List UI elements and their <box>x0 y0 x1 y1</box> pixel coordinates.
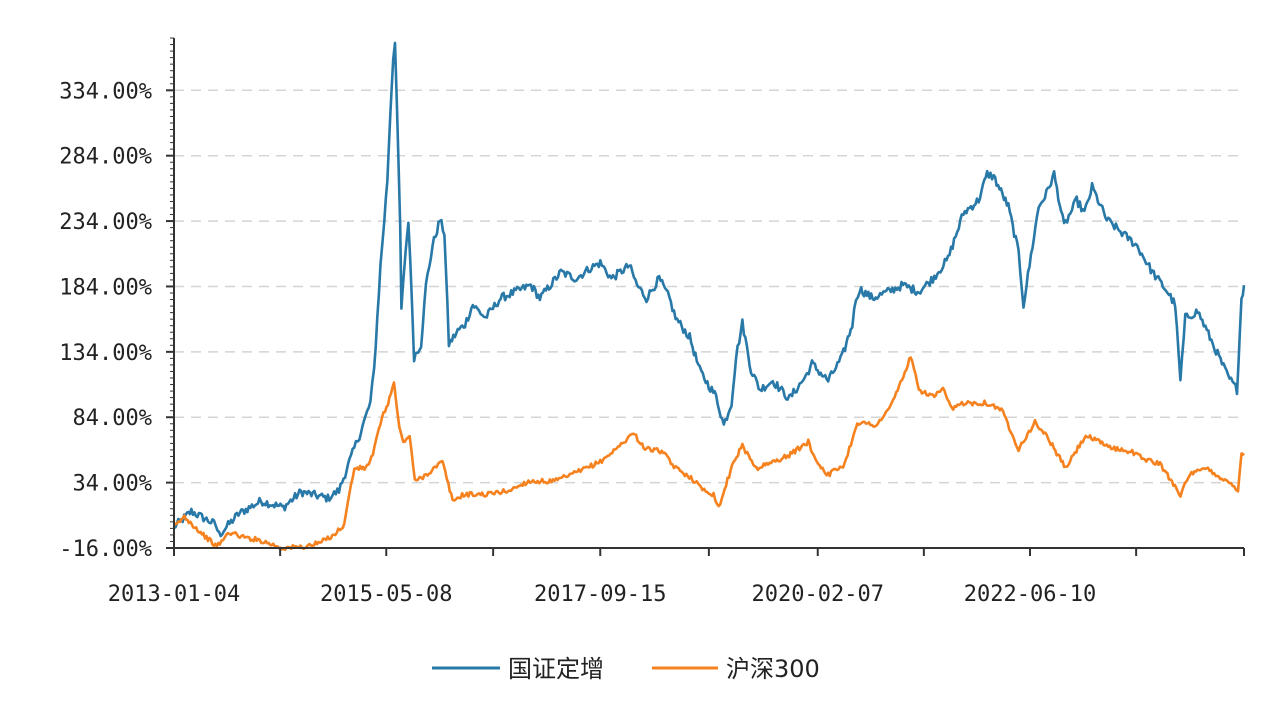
series-line <box>173 41 1246 538</box>
x-tick-label: 2020-02-07 <box>752 582 884 607</box>
y-tick-label: 184.00% <box>59 275 152 300</box>
x-tick-label: 2022-06-10 <box>964 582 1096 607</box>
grid-lines <box>174 89 1244 484</box>
legend-label: 沪深300 <box>726 655 820 683</box>
y-tick-label: 34.00% <box>73 472 152 497</box>
y-tick-label: 134.00% <box>59 341 152 366</box>
y-axis-ticks: -16.00% 34.00% 84.00% 134.00% 184.00% 234.00%… <box>59 79 174 562</box>
axes <box>173 38 1245 556</box>
y-tick-label: 234.00% <box>59 210 152 235</box>
series-lines <box>173 41 1246 552</box>
y-tick-label: 334.00% <box>59 79 152 104</box>
y-tick-label: 84.00% <box>73 406 152 431</box>
y-tick-label: -16.00% <box>59 537 152 562</box>
legend: 国证定增 沪深300 <box>432 655 820 683</box>
x-tick-label: 2017-09-15 <box>534 582 666 607</box>
y-tick-label: 284.00% <box>59 145 152 170</box>
x-axis-ticks: 2013-01-04 2015-05-08 2017-09-15 2020-02-07… <box>108 548 1138 607</box>
legend-label: 国证定增 <box>508 655 604 683</box>
x-tick-label: 2015-05-08 <box>320 582 452 607</box>
series-line <box>173 356 1245 552</box>
x-tick-label: 2013-01-04 <box>108 582 240 607</box>
